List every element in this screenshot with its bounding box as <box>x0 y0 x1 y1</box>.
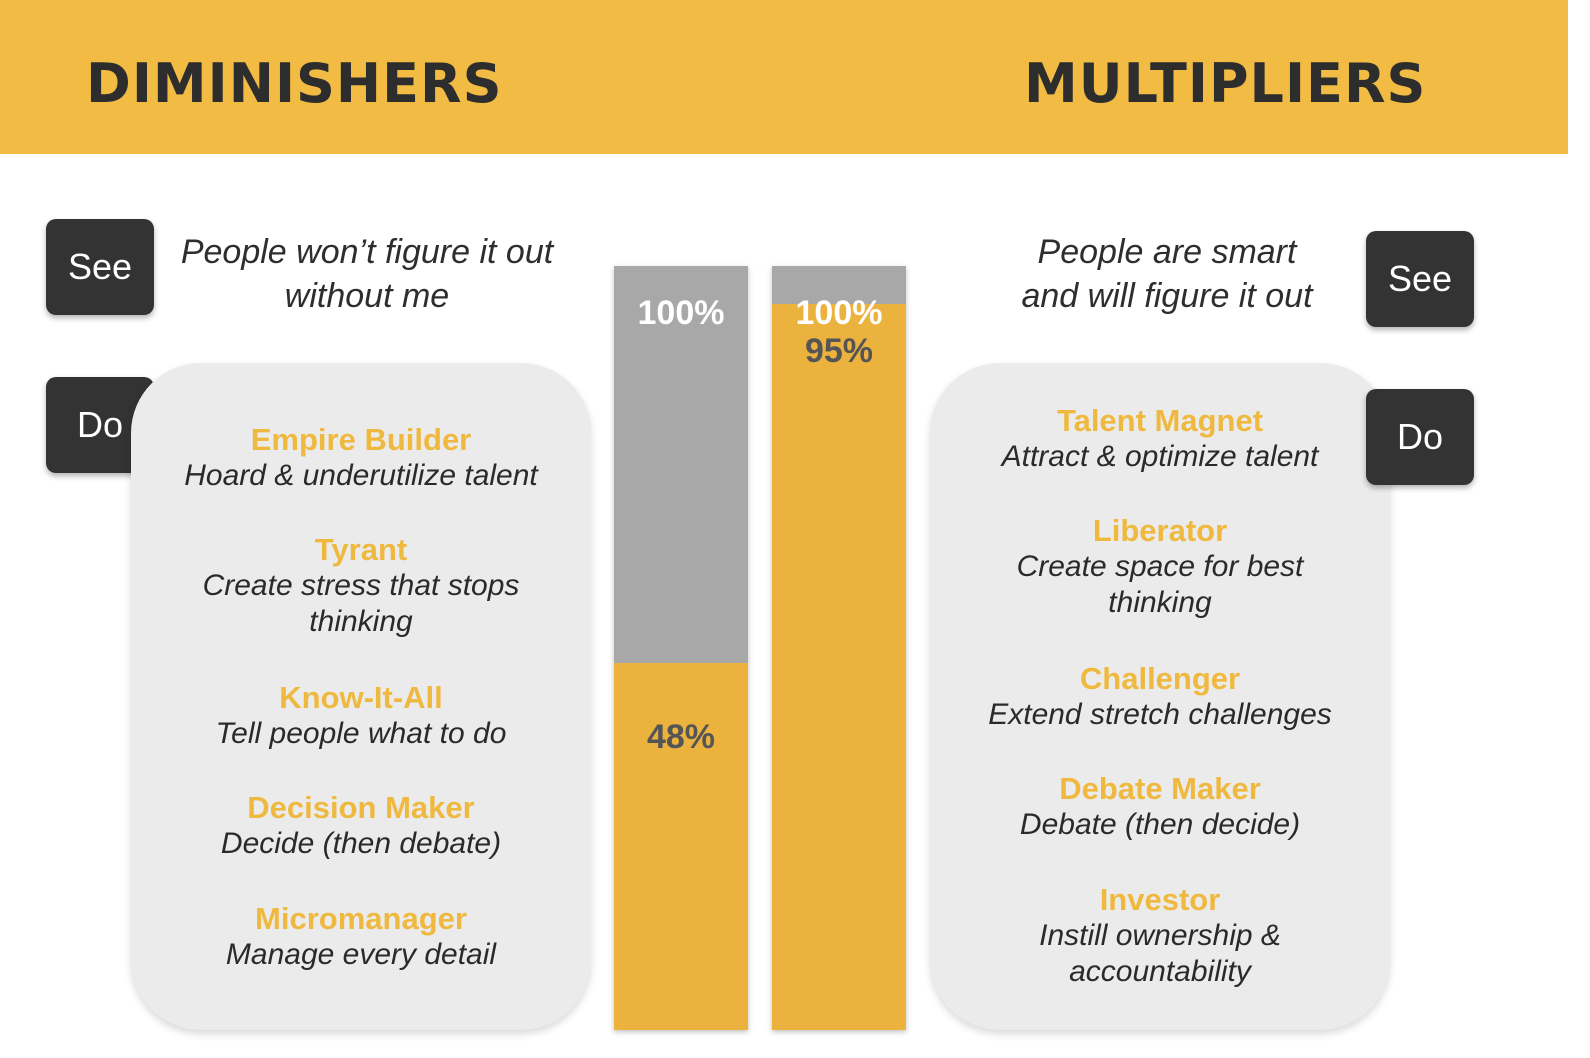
do-tag-right: Do <box>1366 389 1474 485</box>
diminisher-desc: Create stress that stops <box>202 569 520 602</box>
diminishers-total-label: 100% <box>637 294 725 332</box>
multiplier-item: Debate Maker Debate (then decide) <box>930 771 1390 843</box>
multiplier-title: Talent Magnet <box>1056 403 1264 438</box>
multipliers-bar: 100% 95% <box>772 266 906 1030</box>
diminisher-title: Know-It-All <box>279 680 443 715</box>
multiplier-desc: Debate (then decide) <box>1019 808 1301 841</box>
diminisher-item: Know-It-All Tell people what to do <box>131 680 591 752</box>
diminisher-desc: Tell people what to do <box>215 717 507 750</box>
multiplier-title: Challenger <box>1079 661 1241 696</box>
multiplier-title: Investor <box>1099 882 1221 917</box>
diminishers-belief-line2: without me <box>284 277 450 315</box>
multiplier-item: Challenger Extend stretch challenges <box>930 661 1390 733</box>
header-banner: DIMINISHERS MULTIPLIERS <box>0 0 1568 154</box>
diminishers-value-label: 48% <box>646 718 716 757</box>
diminishers-bar-fill <box>614 663 748 1030</box>
diminisher-desc: Decide (then debate) <box>220 827 502 860</box>
multipliers-belief-line2: and will figure it out <box>1021 277 1313 315</box>
multiplier-item: Talent Magnet Attract & optimize talent <box>930 403 1390 475</box>
multiplier-desc: Extend stretch challenges <box>988 698 1332 731</box>
diminishers-panel: Empire Builder Hoard & underutilize tale… <box>131 363 591 1030</box>
diminisher-desc: thinking <box>309 605 413 638</box>
multiplier-desc: thinking <box>1108 586 1212 619</box>
see-tag-left: See <box>46 219 154 315</box>
multiplier-desc: Attract & optimize talent <box>1001 440 1319 473</box>
diminisher-desc: Hoard & underutilize talent <box>184 459 538 492</box>
see-tag-right: See <box>1366 231 1474 327</box>
diminisher-title: Tyrant <box>314 532 408 567</box>
multiplier-title: Liberator <box>1092 513 1228 548</box>
diminisher-item: Tyrant Create stress that stops thinking <box>131 532 591 640</box>
diminisher-desc: Manage every detail <box>225 938 497 971</box>
multipliers-panel: Talent Magnet Attract & optimize talent … <box>930 363 1390 1030</box>
diminisher-item: Micromanager Manage every detail <box>131 901 591 973</box>
diminisher-title: Micromanager <box>255 901 467 936</box>
diminishers-title: DIMINISHERS <box>86 52 503 115</box>
multipliers-belief: People are smart and will figure it out <box>982 230 1352 318</box>
multiplier-title: Debate Maker <box>1059 771 1261 806</box>
multipliers-title: MULTIPLIERS <box>1024 52 1427 115</box>
diminisher-title: Decision Maker <box>247 790 475 825</box>
diminisher-title: Empire Builder <box>250 422 472 457</box>
multiplier-desc: accountability <box>1069 955 1251 988</box>
diminishers-bar: 100% 48% <box>614 266 748 1030</box>
multipliers-belief-line1: People are smart <box>1037 233 1297 271</box>
multiplier-item: Investor Instill ownership & accountabil… <box>930 882 1390 990</box>
diminisher-item: Decision Maker Decide (then debate) <box>131 790 591 862</box>
multiplier-desc: Create space for best <box>1016 550 1304 583</box>
diminishers-belief-line1: People won’t figure it out <box>180 233 554 271</box>
multiplier-item: Liberator Create space for best thinking <box>930 513 1390 621</box>
diminishers-belief: People won’t figure it out without me <box>152 230 582 318</box>
multipliers-value-label: 95% <box>804 332 874 371</box>
diminisher-item: Empire Builder Hoard & underutilize tale… <box>131 422 591 494</box>
multipliers-total-label: 100% <box>795 294 883 332</box>
multipliers-bar-fill <box>772 304 906 1030</box>
multiplier-desc: Instill ownership & <box>1039 919 1281 952</box>
